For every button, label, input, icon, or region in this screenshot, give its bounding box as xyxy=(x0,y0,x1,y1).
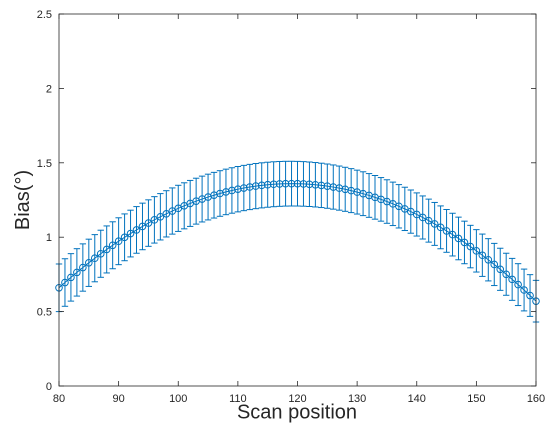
y-tick-label: 2.5 xyxy=(37,9,52,21)
data-point xyxy=(424,216,433,225)
data-point xyxy=(246,183,254,191)
data-point xyxy=(156,212,165,221)
data-point xyxy=(126,229,135,238)
data-point xyxy=(406,207,415,216)
x-tick-label: 100 xyxy=(169,393,187,405)
data-point xyxy=(448,230,457,239)
data-point xyxy=(466,242,475,251)
data-point xyxy=(108,241,117,250)
x-tick-label: 90 xyxy=(113,393,125,405)
data-point xyxy=(472,247,481,255)
series-0 xyxy=(55,160,540,323)
data-point xyxy=(240,184,248,192)
data-point xyxy=(478,251,487,260)
data-point xyxy=(418,213,427,222)
data-point xyxy=(299,180,308,188)
data-point xyxy=(281,179,290,188)
data-point xyxy=(490,260,499,269)
data-point xyxy=(502,270,510,279)
x-tick-label: 120 xyxy=(288,393,306,405)
data-point xyxy=(496,265,505,274)
data-point xyxy=(269,180,278,189)
x-tick-label: 160 xyxy=(527,393,545,405)
data-point xyxy=(85,258,93,267)
data-point xyxy=(526,291,534,300)
y-tick-label: 2 xyxy=(46,83,52,95)
x-tick-label: 110 xyxy=(229,393,247,405)
data-point xyxy=(275,180,284,188)
data-point xyxy=(162,210,171,218)
data-point xyxy=(520,286,528,294)
data-point xyxy=(67,273,75,282)
y-axis-label: Bias(°) xyxy=(12,170,34,230)
data-point xyxy=(460,238,469,247)
y-tick-label: 1.5 xyxy=(37,158,52,170)
data-point xyxy=(144,219,153,227)
data-point xyxy=(120,233,129,242)
y-tick-label: 0 xyxy=(46,381,52,393)
x-tick-label: 80 xyxy=(53,393,65,405)
data-marks xyxy=(55,160,540,323)
x-tick-label: 130 xyxy=(348,393,366,405)
x-tick-label: 150 xyxy=(467,393,485,405)
data-point xyxy=(114,237,123,246)
data-point xyxy=(73,268,81,277)
data-point xyxy=(257,181,266,190)
series-line xyxy=(58,183,537,302)
data-point xyxy=(138,222,147,231)
data-point xyxy=(102,245,111,254)
data-point xyxy=(132,226,141,234)
data-point xyxy=(61,278,69,287)
y-tick-label: 0.5 xyxy=(37,307,52,319)
data-point xyxy=(412,210,421,219)
data-point xyxy=(251,182,260,190)
data-point xyxy=(484,255,493,264)
x-tick-label: 140 xyxy=(408,393,426,405)
data-point xyxy=(329,183,338,191)
data-point xyxy=(508,275,516,284)
data-point xyxy=(442,227,451,235)
data-point xyxy=(436,223,445,232)
data-point xyxy=(454,234,463,243)
axes: 80 90 100 110 120 130 140 150 160 0 0.5 1 1.5 2 2.5 xyxy=(37,9,545,405)
data-point xyxy=(96,249,105,258)
data-point xyxy=(401,205,409,213)
data-point xyxy=(150,216,159,224)
data-point xyxy=(514,280,522,289)
data-point xyxy=(287,179,296,188)
data-point xyxy=(90,254,99,263)
data-point xyxy=(263,180,272,189)
data-point xyxy=(305,180,314,189)
data-point xyxy=(323,182,332,190)
y-tick-label: 1 xyxy=(46,232,52,244)
data-point xyxy=(79,263,87,272)
data-point xyxy=(430,220,439,228)
data-point xyxy=(293,179,302,188)
data-point xyxy=(311,180,320,189)
x-axis-label: Scan position xyxy=(237,402,357,424)
data-point xyxy=(317,181,326,190)
